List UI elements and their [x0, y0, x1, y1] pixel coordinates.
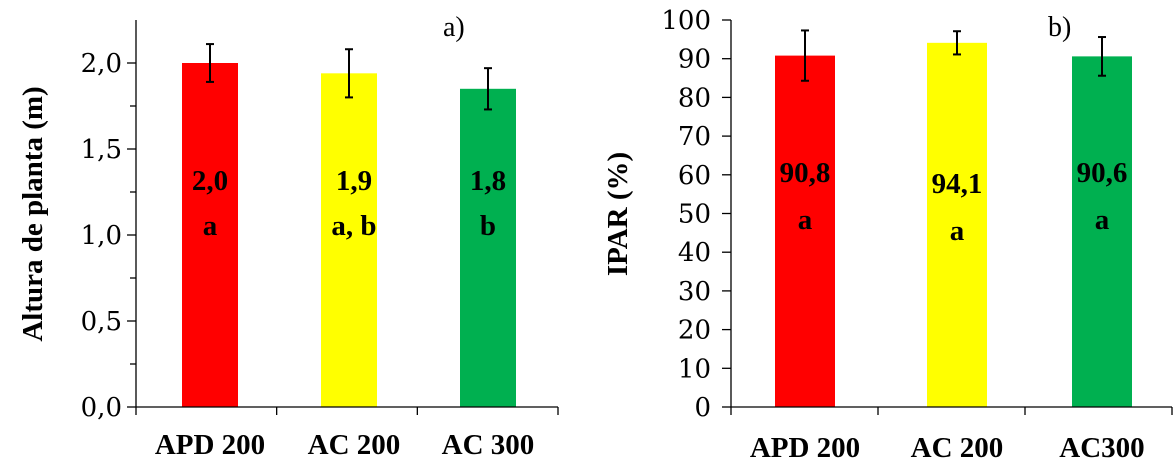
bar-significance-letter: a	[203, 210, 218, 242]
bar-value-label: 90,6	[1077, 157, 1128, 189]
bar-significance-letter: a	[1095, 204, 1110, 236]
error-bar-1	[801, 29, 809, 82]
x-category-label: AC 200	[911, 432, 1004, 464]
panel-label: a)	[443, 12, 465, 43]
bar-2	[321, 73, 377, 407]
y-tick-label: 40	[678, 238, 711, 268]
bar-2	[927, 42, 987, 407]
y-tick-label: 20	[678, 316, 711, 346]
bar-significance-letter: a	[950, 215, 965, 247]
error-bar-1	[206, 43, 214, 83]
x-category-label: APD 200	[750, 432, 860, 464]
y-axis-title: IPAR (%)	[602, 152, 634, 276]
error-bar-3	[1098, 36, 1106, 77]
bar-3	[1072, 56, 1132, 408]
bar-significance-letter: a	[798, 204, 813, 236]
bar-significance-letter: b	[480, 210, 496, 242]
bar-1	[182, 63, 238, 407]
error-bar-2	[953, 30, 961, 56]
x-category-label: APD 200	[155, 429, 265, 461]
x-category-label: AC 300	[442, 429, 535, 461]
y-tick-label: 50	[678, 200, 711, 230]
y-tick-label: 1,0	[81, 221, 122, 251]
y-tick-label: 2,0	[81, 49, 122, 79]
x-category-label: AC300	[1059, 432, 1144, 464]
y-tick-label: 70	[678, 122, 711, 152]
y-tick-label: 60	[678, 161, 711, 191]
y-tick-label: 90	[678, 45, 711, 75]
bar-value-label: 1,8	[470, 165, 506, 197]
chart-panel-a: 0,0 0,5 1,0 1,5 2,0 2,0 a 1,9 a, b 1,8 b APD 200 AC …	[17, 12, 559, 461]
y-tick-label: 80	[678, 83, 711, 113]
bar-value-label: 94,1	[932, 168, 983, 200]
y-tick-label: 1,5	[81, 135, 122, 165]
bar-value-label: 1,9	[336, 165, 372, 197]
bar-value-label: 90,8	[780, 157, 831, 189]
y-tick-label: 0	[694, 393, 711, 423]
y-tick-label: 0,5	[81, 307, 122, 337]
x-category-label: AC 200	[308, 429, 401, 461]
error-bar-2	[345, 48, 353, 99]
bar-significance-letter: a, b	[331, 210, 376, 242]
y-tick-label: 100	[661, 6, 711, 36]
bar-1	[775, 55, 835, 407]
chart-panel-b: 0 10 20 30 40 50 60 70 80 90 100 90,8 a 94,1 a 90,6 a APD…	[602, 6, 1173, 464]
y-axis-title: Altura de planta (m)	[17, 86, 49, 341]
y-tick-label: 0,0	[81, 393, 122, 423]
y-tick-label: 30	[678, 277, 711, 307]
bar-3	[460, 88, 516, 408]
error-bar-3	[484, 67, 492, 111]
y-tick-label: 10	[678, 354, 711, 384]
bar-value-label: 2,0	[192, 165, 228, 197]
panel-label: b)	[1048, 12, 1071, 43]
